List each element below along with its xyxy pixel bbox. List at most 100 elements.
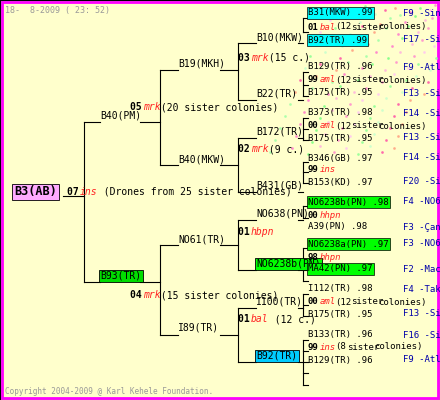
Text: B172(TR): B172(TR) bbox=[256, 127, 303, 137]
Text: B175(TR) .95: B175(TR) .95 bbox=[308, 310, 373, 318]
Text: aml: aml bbox=[320, 76, 336, 84]
Text: B175(TR) .95: B175(TR) .95 bbox=[308, 88, 373, 98]
Text: (15 c.): (15 c.) bbox=[263, 53, 310, 63]
Text: mrk: mrk bbox=[251, 144, 268, 154]
Text: B129(TR) .96: B129(TR) .96 bbox=[308, 356, 373, 364]
Text: NO6238b(PN) .98: NO6238b(PN) .98 bbox=[308, 198, 389, 206]
Text: sister: sister bbox=[351, 298, 383, 306]
Text: Copyright 2004-2009 @ Karl Kehele Foundation.: Copyright 2004-2009 @ Karl Kehele Founda… bbox=[5, 386, 213, 396]
Text: colonies): colonies) bbox=[378, 22, 426, 32]
Text: F4 -NO6294R: F4 -NO6294R bbox=[403, 198, 440, 206]
Text: NO6238b(PN): NO6238b(PN) bbox=[256, 259, 321, 269]
Text: 02: 02 bbox=[238, 144, 256, 154]
Text: F13 -Sinop72R: F13 -Sinop72R bbox=[403, 310, 440, 318]
Text: I89(TR): I89(TR) bbox=[178, 323, 219, 333]
Text: sister: sister bbox=[351, 22, 383, 32]
Text: ins: ins bbox=[80, 187, 97, 197]
Text: mrk: mrk bbox=[251, 53, 268, 63]
Text: B133(TR) .96: B133(TR) .96 bbox=[308, 330, 373, 340]
Text: I112(TR) .98: I112(TR) .98 bbox=[308, 284, 373, 294]
Text: B153(KD) .97: B153(KD) .97 bbox=[308, 178, 373, 186]
Text: F3 -NO6294R: F3 -NO6294R bbox=[403, 240, 440, 248]
Text: 01: 01 bbox=[238, 314, 256, 324]
Text: bal: bal bbox=[320, 22, 336, 32]
Text: B22(TR): B22(TR) bbox=[256, 89, 297, 99]
Text: F20 -Sinop62R: F20 -Sinop62R bbox=[403, 178, 440, 186]
Text: ins: ins bbox=[320, 166, 336, 174]
Text: sister: sister bbox=[351, 76, 383, 84]
Text: 03: 03 bbox=[238, 53, 256, 63]
Text: B40(PM): B40(PM) bbox=[100, 111, 141, 121]
Text: 98: 98 bbox=[308, 252, 319, 262]
Text: B92(TR): B92(TR) bbox=[256, 351, 297, 361]
Text: F9 -Atlas85R: F9 -Atlas85R bbox=[403, 62, 440, 72]
Text: F14 -Sinop72R: F14 -Sinop72R bbox=[403, 108, 440, 118]
Text: MA42(PN) .97: MA42(PN) .97 bbox=[308, 264, 373, 274]
Text: F13 -Sinop72R: F13 -Sinop72R bbox=[403, 88, 440, 98]
Text: NO6238a(PN) .97: NO6238a(PN) .97 bbox=[308, 240, 389, 248]
Text: (15 sister colonies): (15 sister colonies) bbox=[155, 290, 279, 300]
Text: colonies): colonies) bbox=[378, 298, 426, 306]
Text: F3 -Çankiri96R: F3 -Çankiri96R bbox=[403, 222, 440, 232]
Text: B129(TR) .96: B129(TR) .96 bbox=[308, 62, 373, 72]
Text: (20 sister colonies): (20 sister colonies) bbox=[155, 102, 279, 112]
Text: ins: ins bbox=[320, 342, 336, 352]
Text: B40(MKW): B40(MKW) bbox=[178, 154, 225, 164]
Text: 07: 07 bbox=[67, 187, 84, 197]
Text: B93(TR): B93(TR) bbox=[100, 271, 141, 281]
Text: F9 -SinopEgg86R: F9 -SinopEgg86R bbox=[403, 8, 440, 18]
Text: B431(GB): B431(GB) bbox=[256, 181, 303, 191]
Text: colonies): colonies) bbox=[378, 122, 426, 130]
Text: (9 c.): (9 c.) bbox=[263, 144, 304, 154]
Text: F13 -Sinop72R: F13 -Sinop72R bbox=[403, 134, 440, 142]
Text: F14 -Sinop72R: F14 -Sinop72R bbox=[403, 154, 440, 162]
Text: bal: bal bbox=[251, 314, 268, 324]
Text: (12: (12 bbox=[335, 298, 352, 306]
Text: (12: (12 bbox=[335, 122, 352, 130]
Text: 01: 01 bbox=[308, 22, 319, 32]
Text: colonies): colonies) bbox=[378, 76, 426, 84]
Text: 04: 04 bbox=[130, 290, 148, 300]
Text: hhpn: hhpn bbox=[320, 210, 341, 220]
Text: B346(GB) .97: B346(GB) .97 bbox=[308, 154, 373, 162]
Text: F16 -Sinop62R: F16 -Sinop62R bbox=[403, 330, 440, 340]
Text: 00: 00 bbox=[308, 298, 319, 306]
Text: sister: sister bbox=[347, 342, 379, 352]
Text: (8: (8 bbox=[335, 342, 346, 352]
Text: F17 -Sinop62R: F17 -Sinop62R bbox=[403, 36, 440, 44]
Text: F4 -Takab93aR: F4 -Takab93aR bbox=[403, 284, 440, 294]
Text: NO638(PN): NO638(PN) bbox=[256, 209, 309, 219]
Text: (12 c.): (12 c.) bbox=[263, 314, 316, 324]
Text: 18-  8-2009 ( 23: 52): 18- 8-2009 ( 23: 52) bbox=[5, 6, 110, 14]
Text: 00: 00 bbox=[308, 210, 319, 220]
Text: B92(TR) .99: B92(TR) .99 bbox=[308, 36, 367, 44]
Text: sister: sister bbox=[351, 122, 383, 130]
Text: B19(MKH): B19(MKH) bbox=[178, 59, 225, 69]
Text: aml: aml bbox=[320, 122, 336, 130]
Text: B10(MKW): B10(MKW) bbox=[256, 32, 303, 42]
Text: (Drones from 25 sister colonies): (Drones from 25 sister colonies) bbox=[92, 187, 292, 197]
Text: aml: aml bbox=[320, 298, 336, 306]
Text: 99: 99 bbox=[308, 76, 319, 84]
Text: 99: 99 bbox=[308, 166, 319, 174]
Text: 99: 99 bbox=[308, 342, 319, 352]
Text: B373(TR) .98: B373(TR) .98 bbox=[308, 108, 373, 118]
Text: hhpn: hhpn bbox=[320, 252, 341, 262]
Text: 00: 00 bbox=[308, 122, 319, 130]
Text: colonies): colonies) bbox=[374, 342, 423, 352]
Text: A39(PN) .98: A39(PN) .98 bbox=[308, 222, 367, 232]
Text: 01: 01 bbox=[238, 227, 256, 237]
Text: B3(AB): B3(AB) bbox=[14, 186, 57, 198]
Text: I100(TR): I100(TR) bbox=[256, 297, 303, 307]
Text: hbpn: hbpn bbox=[251, 227, 274, 237]
Text: NO61(TR): NO61(TR) bbox=[178, 235, 225, 245]
Text: B175(TR) .95: B175(TR) .95 bbox=[308, 134, 373, 142]
Text: F9 -Atlas85R: F9 -Atlas85R bbox=[403, 356, 440, 364]
Text: 05: 05 bbox=[130, 102, 148, 112]
Text: (12: (12 bbox=[335, 22, 352, 32]
Text: B31(MKW) .99: B31(MKW) .99 bbox=[308, 8, 373, 18]
Text: F2 -Maced95R: F2 -Maced95R bbox=[403, 264, 440, 274]
Text: (12: (12 bbox=[335, 76, 352, 84]
Text: mrk: mrk bbox=[143, 290, 160, 300]
Text: mrk: mrk bbox=[143, 102, 160, 112]
